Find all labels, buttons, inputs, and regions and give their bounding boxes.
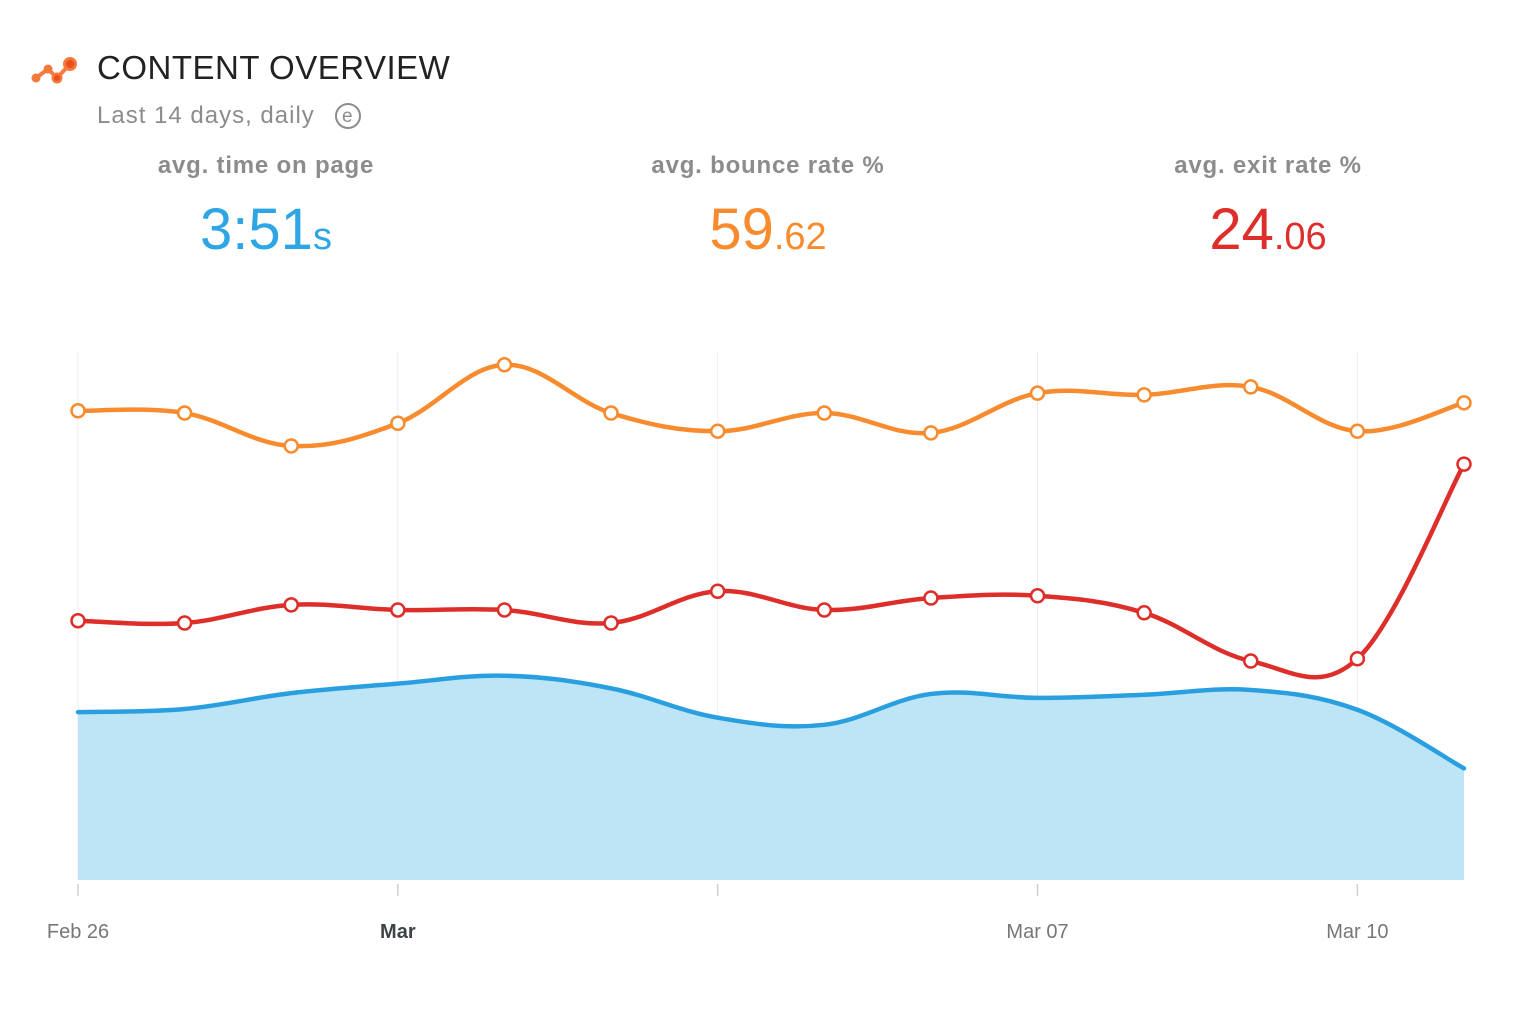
data-point[interactable] bbox=[1136, 605, 1152, 621]
x-tick-label: Feb 26 bbox=[47, 921, 109, 943]
kpi-value: 24.06 bbox=[1068, 198, 1468, 277]
data-point[interactable] bbox=[816, 602, 833, 618]
series-line[interactable] bbox=[75, 673, 1467, 771]
widget-title: CONTENT OVERVIEW bbox=[97, 49, 451, 86]
data-point[interactable] bbox=[70, 403, 86, 419]
series-avg-bounce-rate- bbox=[70, 357, 1472, 454]
x-tick-label: Mar 07 bbox=[1006, 921, 1068, 943]
data-point[interactable] bbox=[709, 423, 726, 439]
data-point[interactable] bbox=[709, 583, 726, 599]
x-tick-label: Mar 10 bbox=[1326, 921, 1388, 943]
kpi-label: avg. time on page bbox=[157, 152, 375, 179]
data-point[interactable] bbox=[1349, 423, 1366, 439]
series-avg-exit-rate- bbox=[70, 456, 1472, 680]
data-point[interactable] bbox=[176, 405, 193, 421]
kpi-exit-rate: avg. exit rate % 24.06 bbox=[1068, 150, 1468, 277]
data-point[interactable] bbox=[1456, 395, 1472, 411]
x-axis: Feb 26 Mar Mar 07 Mar 10 bbox=[47, 884, 1389, 943]
data-point[interactable] bbox=[1456, 456, 1472, 472]
kpi-value: 3:51s bbox=[66, 198, 466, 277]
kpi-value-decimal: .62 bbox=[773, 216, 827, 258]
kpi-label: avg. exit rate % bbox=[1174, 152, 1362, 179]
data-point[interactable] bbox=[1029, 588, 1046, 604]
series-avg-time-on-page-s- bbox=[75, 673, 1467, 880]
data-point[interactable] bbox=[1136, 387, 1152, 403]
analytics-line-icon bbox=[31, 57, 77, 84]
kpi-bounce-rate: avg. bounce rate % 59.62 bbox=[568, 150, 968, 277]
kpi-time-on-page: avg. time on page 3:51s bbox=[66, 150, 466, 277]
data-point[interactable] bbox=[176, 615, 193, 631]
area-fill bbox=[78, 675, 1464, 880]
data-point[interactable] bbox=[283, 597, 299, 613]
data-point[interactable] bbox=[923, 590, 939, 606]
data-point[interactable] bbox=[70, 612, 86, 629]
info-icon[interactable]: e bbox=[334, 103, 361, 129]
data-point[interactable] bbox=[283, 438, 299, 454]
series-line[interactable] bbox=[75, 362, 1467, 449]
data-point[interactable] bbox=[603, 615, 619, 631]
series-line[interactable] bbox=[75, 461, 1467, 680]
data-point[interactable] bbox=[390, 602, 406, 618]
kpi-value: 59.62 bbox=[568, 198, 968, 277]
data-point[interactable] bbox=[496, 602, 513, 618]
data-point[interactable] bbox=[1243, 653, 1259, 669]
kpi-label: avg. bounce rate % bbox=[651, 152, 885, 179]
data-point[interactable] bbox=[496, 357, 513, 373]
kpi-value-main: 24 bbox=[1209, 197, 1274, 262]
data-point[interactable] bbox=[1029, 385, 1046, 401]
kpi-value-main: 3:51 bbox=[200, 197, 313, 262]
kpi-value-main: 59 bbox=[709, 197, 774, 262]
data-point[interactable] bbox=[603, 405, 619, 421]
kpi-value-unit: s bbox=[312, 216, 332, 258]
data-point[interactable] bbox=[390, 415, 406, 432]
kpi-value-decimal: .06 bbox=[1273, 216, 1327, 258]
chart-series bbox=[70, 357, 1472, 880]
widget-subtitle: Last 14 days, daily e bbox=[97, 100, 361, 132]
data-point[interactable] bbox=[816, 405, 833, 421]
data-point[interactable] bbox=[1243, 379, 1259, 395]
data-point[interactable] bbox=[1349, 651, 1366, 667]
data-point[interactable] bbox=[923, 425, 939, 441]
x-tick-label: Mar bbox=[380, 921, 416, 943]
date-range-label: Last 14 days, daily bbox=[97, 102, 315, 129]
